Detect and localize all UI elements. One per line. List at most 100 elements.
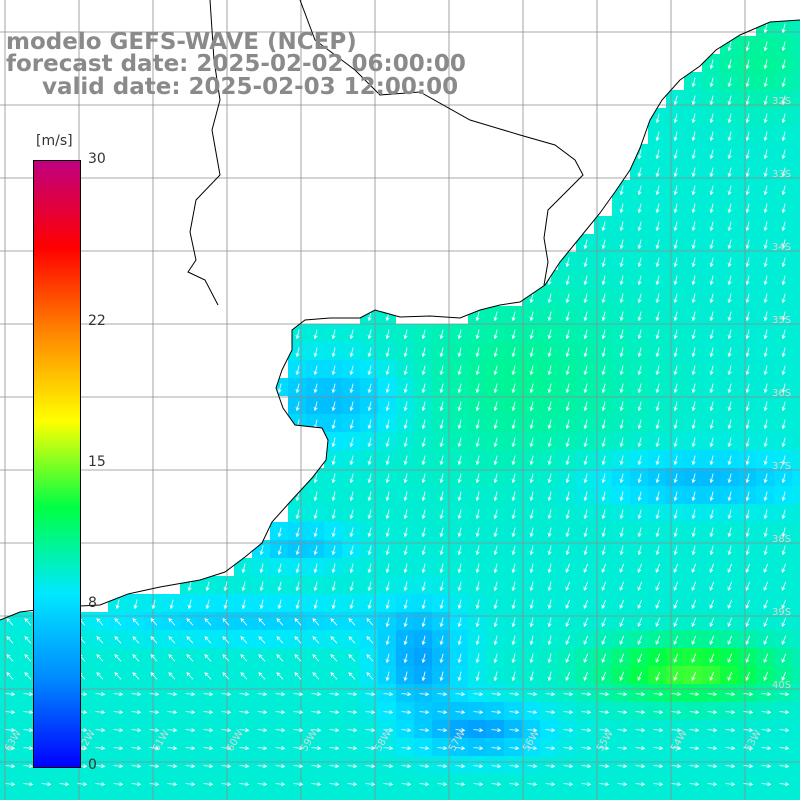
wind-speed-cell bbox=[396, 414, 414, 432]
wind-speed-cell bbox=[720, 396, 738, 414]
wind-arrow bbox=[583, 509, 588, 520]
wind-arrow bbox=[565, 473, 570, 484]
wind-arrow bbox=[257, 746, 268, 751]
wind-arrow bbox=[601, 509, 606, 520]
wind-speed-cell bbox=[630, 684, 648, 702]
wind-arrow bbox=[131, 746, 142, 751]
wind-speed-cell bbox=[756, 774, 774, 792]
wind-arrow bbox=[691, 95, 696, 106]
wind-arrow bbox=[493, 383, 498, 394]
wind-arrow bbox=[601, 257, 606, 268]
wind-speed-cell bbox=[504, 666, 522, 684]
wind-speed-cell bbox=[414, 450, 432, 468]
wind-arrow bbox=[727, 509, 732, 520]
wind-arrow bbox=[205, 581, 210, 592]
wind-arrow bbox=[275, 728, 286, 733]
wind-arrow bbox=[294, 618, 302, 626]
wind-arrow bbox=[545, 692, 556, 697]
wind-speed-cell bbox=[342, 558, 360, 576]
wind-speed-cell bbox=[630, 540, 648, 558]
wind-speed-cell bbox=[504, 738, 522, 756]
wind-arrow bbox=[491, 746, 502, 751]
wind-speed-cell bbox=[198, 738, 216, 756]
wind-arrow bbox=[367, 419, 372, 430]
wind-arrow bbox=[637, 419, 642, 430]
wind-speed-cell bbox=[774, 18, 792, 36]
wind-arrow bbox=[455, 746, 466, 751]
wind-speed-cell bbox=[378, 360, 396, 378]
wind-arrow bbox=[565, 365, 570, 376]
wind-arrow bbox=[311, 728, 322, 733]
wind-speed-cell bbox=[234, 720, 252, 738]
wind-speed-cell bbox=[720, 540, 738, 558]
wind-arrow bbox=[385, 653, 390, 664]
wind-arrow bbox=[475, 581, 480, 592]
wind-arrow bbox=[169, 599, 174, 610]
wind-arrow bbox=[113, 746, 124, 751]
wind-arrow bbox=[439, 527, 444, 538]
wind-arrow bbox=[529, 293, 534, 304]
wind-arrow bbox=[691, 149, 696, 160]
wind-arrow bbox=[691, 293, 696, 304]
wind-speed-cell bbox=[414, 504, 432, 522]
wind-speed-cell bbox=[594, 414, 612, 432]
wind-speed-cell bbox=[702, 234, 720, 252]
wind-speed-cell bbox=[684, 72, 702, 90]
wind-arrow bbox=[709, 95, 714, 106]
wind-arrow bbox=[601, 347, 606, 358]
wind-arrow bbox=[655, 509, 660, 520]
wind-speed-cell bbox=[432, 648, 450, 666]
wind-speed-cell bbox=[396, 630, 414, 648]
wind-speed-cell bbox=[90, 684, 108, 702]
wind-speed-cell bbox=[486, 720, 504, 738]
wind-speed-cell bbox=[612, 342, 630, 360]
wind-arrow bbox=[529, 473, 534, 484]
wind-arrow bbox=[473, 764, 484, 769]
wind-arrow bbox=[655, 257, 660, 268]
wind-arrow bbox=[707, 728, 718, 733]
wind-arrow bbox=[673, 635, 679, 645]
wind-arrow bbox=[673, 437, 678, 448]
wind-arrow bbox=[349, 545, 354, 556]
wind-speed-cell bbox=[234, 774, 252, 792]
wind-arrow bbox=[41, 782, 52, 787]
wind-arrow bbox=[133, 599, 138, 610]
wind-speed-cell bbox=[486, 684, 504, 702]
wind-speed-cell bbox=[414, 612, 432, 630]
wind-speed-cell bbox=[108, 684, 126, 702]
wind-speed-cell bbox=[612, 486, 630, 504]
wind-arrow bbox=[583, 635, 589, 645]
wind-arrow bbox=[457, 473, 462, 484]
wind-arrow bbox=[439, 617, 444, 628]
wind-speed-cell bbox=[90, 756, 108, 774]
wind-speed-cell bbox=[342, 504, 360, 522]
wind-speed-cell bbox=[594, 342, 612, 360]
wind-speed-cell bbox=[396, 378, 414, 396]
wind-speed-cell bbox=[324, 684, 342, 702]
wind-arrow bbox=[475, 383, 480, 394]
wind-arrow bbox=[563, 782, 574, 787]
wind-speed-cell bbox=[756, 270, 774, 288]
wind-speed-cell bbox=[792, 414, 800, 432]
wind-arrow bbox=[241, 599, 246, 610]
wind-speed-cell bbox=[648, 522, 666, 540]
wind-arrow bbox=[349, 437, 354, 448]
wind-speed-cell bbox=[756, 234, 774, 252]
wind-speed-cell bbox=[288, 594, 306, 612]
wind-arrow bbox=[437, 692, 448, 697]
wind-speed-cell bbox=[432, 720, 450, 738]
wind-speed-cell bbox=[288, 576, 306, 594]
wind-arrow bbox=[293, 710, 304, 715]
wind-arrow bbox=[745, 527, 750, 538]
wind-arrow bbox=[637, 221, 642, 232]
wind-speed-cell bbox=[324, 594, 342, 612]
wind-arrow bbox=[367, 563, 372, 574]
wind-arrow bbox=[637, 509, 642, 520]
wind-arrow bbox=[439, 581, 444, 592]
wind-arrow bbox=[601, 635, 607, 645]
wind-arrow bbox=[709, 275, 714, 286]
wind-speed-cell bbox=[612, 738, 630, 756]
wind-arrow bbox=[385, 545, 390, 556]
wind-arrow bbox=[781, 617, 787, 627]
wind-speed-cell bbox=[702, 486, 720, 504]
